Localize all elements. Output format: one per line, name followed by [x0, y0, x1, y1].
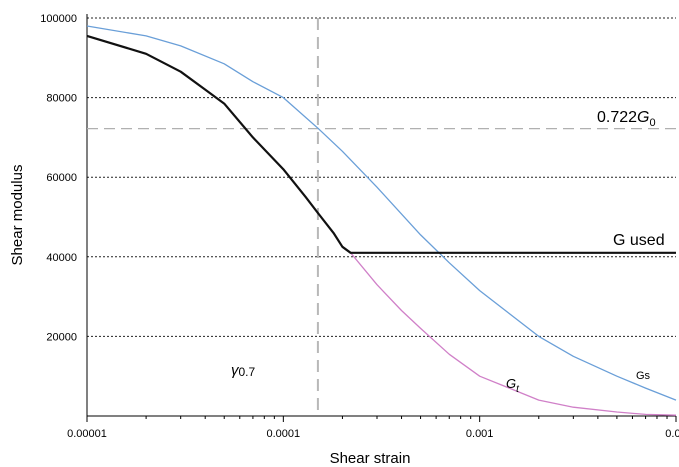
reference-lines	[87, 18, 676, 416]
y-tick-100000: 100000	[40, 13, 77, 25]
y-tick-80000: 80000	[46, 93, 77, 105]
y-tick-60000: 60000	[46, 172, 77, 184]
g-used-label: G used	[613, 232, 665, 249]
tick-labels: 20000 40000 60000 80000 100000 0.00001 0.0001 0…	[40, 13, 679, 440]
series-g-used	[86, 34, 676, 254]
series-lines	[86, 25, 677, 416]
series-gs	[86, 25, 677, 401]
x-tick-0.01: 0.01	[665, 428, 679, 440]
x-tick-0.0001: 0.0001	[267, 428, 301, 440]
y-tick-40000: 40000	[46, 252, 77, 264]
x-tick-0.00001: 0.00001	[67, 428, 107, 440]
gamma-07-label: γ0.7	[231, 362, 256, 379]
y-axis-label: Shear modulus	[9, 165, 26, 266]
axes	[86, 14, 677, 422]
x-tick-0.001: 0.001	[466, 428, 494, 440]
series-gt	[350, 252, 677, 416]
gs-label: Gs	[636, 370, 651, 382]
y-tick-20000: 20000	[46, 331, 77, 343]
ref-g0-label: 0.722G0	[597, 109, 656, 129]
gt-label: Gt	[506, 376, 520, 395]
x-axis-label: Shear strain	[330, 450, 411, 467]
